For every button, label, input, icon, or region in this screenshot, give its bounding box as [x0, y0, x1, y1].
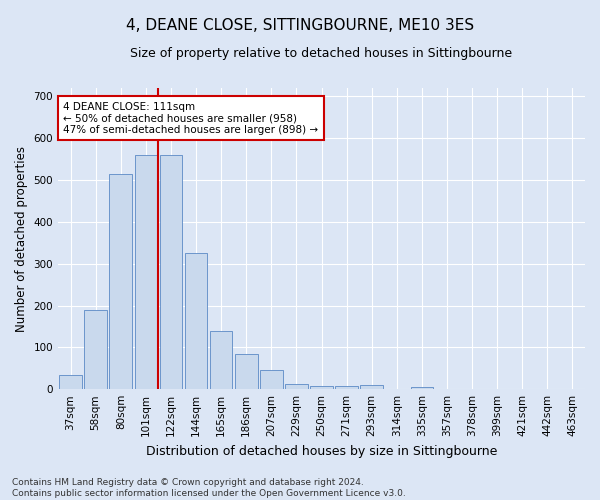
Bar	[210, 332, 232, 389]
Bar	[310, 386, 333, 389]
Bar	[85, 310, 107, 389]
Bar	[160, 155, 182, 389]
Y-axis label: Number of detached properties: Number of detached properties	[15, 146, 28, 332]
X-axis label: Distribution of detached houses by size in Sittingbourne: Distribution of detached houses by size …	[146, 444, 497, 458]
Bar	[361, 385, 383, 389]
Bar	[59, 374, 82, 389]
Title: Size of property relative to detached houses in Sittingbourne: Size of property relative to detached ho…	[130, 48, 512, 60]
Bar	[109, 174, 132, 389]
Text: 4 DEANE CLOSE: 111sqm
← 50% of detached houses are smaller (958)
47% of semi-det: 4 DEANE CLOSE: 111sqm ← 50% of detached …	[64, 102, 319, 135]
Bar	[134, 155, 157, 389]
Text: 4, DEANE CLOSE, SITTINGBOURNE, ME10 3ES: 4, DEANE CLOSE, SITTINGBOURNE, ME10 3ES	[126, 18, 474, 32]
Bar	[260, 370, 283, 389]
Bar	[285, 384, 308, 389]
Text: Contains HM Land Registry data © Crown copyright and database right 2024.
Contai: Contains HM Land Registry data © Crown c…	[12, 478, 406, 498]
Bar	[410, 386, 433, 389]
Bar	[185, 254, 208, 389]
Bar	[335, 386, 358, 389]
Bar	[235, 354, 257, 389]
